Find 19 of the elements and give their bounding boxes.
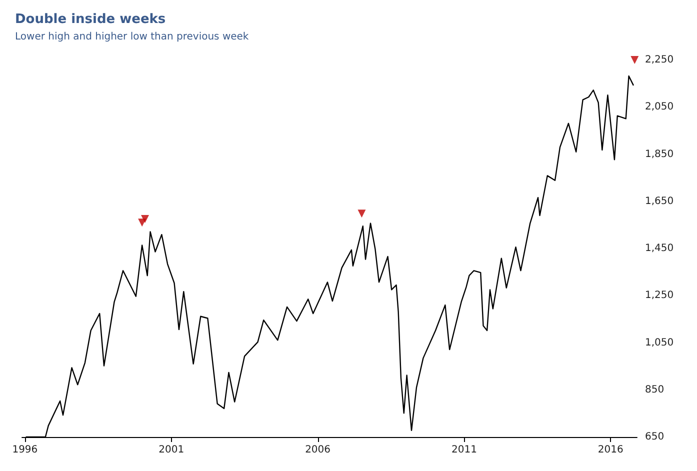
chart-subtitle: Lower high and higher low than previous week: [15, 32, 249, 42]
x-tick-label: 2001: [158, 444, 184, 456]
y-tick-label: 1,650: [645, 196, 674, 207]
x-tick-label: 2006: [305, 444, 331, 456]
chart-title: Double inside weeks: [15, 12, 166, 27]
y-tick-label: 2,250: [645, 54, 674, 66]
y-tick-label: 650: [645, 432, 664, 442]
y-tick-label: 1,450: [645, 243, 674, 254]
y-tick-label: 850: [645, 384, 664, 396]
y-tick-label: 1,250: [645, 290, 674, 302]
point: [630, 56, 639, 64]
x-tick-label: 2016: [598, 444, 624, 456]
point: [358, 210, 366, 218]
point: [141, 215, 149, 224]
y-tick-label: 1,850: [645, 148, 674, 160]
y-tick-label: 1,050: [645, 337, 674, 348]
y-tick-label: 2,050: [645, 102, 674, 113]
x-tick-label: 2011: [451, 444, 477, 456]
x-tick-label: 1996: [12, 444, 38, 456]
